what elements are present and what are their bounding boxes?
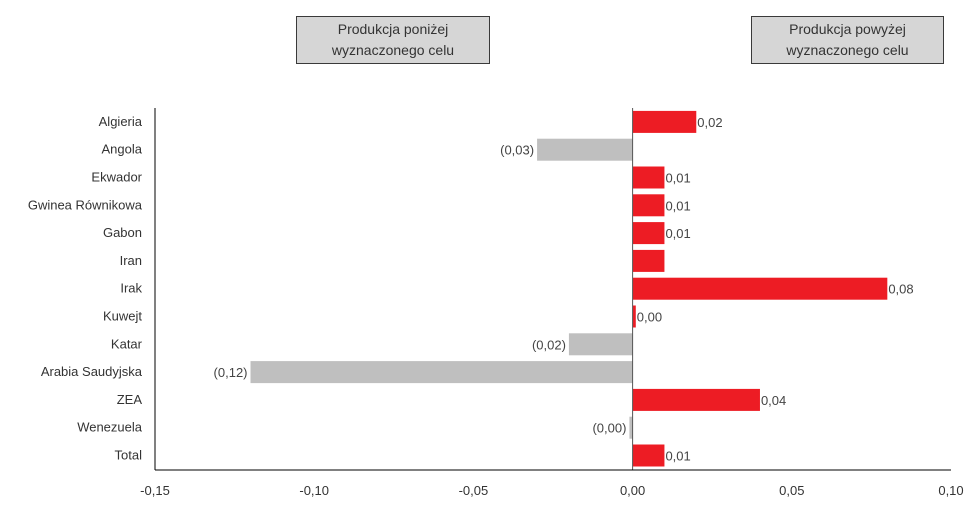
data-label: (0,02) <box>532 337 566 352</box>
data-label: 0,00 <box>637 310 662 325</box>
category-label: Kuwejt <box>103 309 142 324</box>
category-label: Arabia Saudyjska <box>41 364 143 379</box>
data-label: 0,02 <box>697 115 722 130</box>
data-label: 0,01 <box>665 449 690 464</box>
data-label: (0,12) <box>214 365 248 380</box>
category-label: Total <box>115 448 143 463</box>
data-label: 0,04 <box>761 393 786 408</box>
category-label: Irak <box>120 281 142 296</box>
category-label: Katar <box>111 336 143 351</box>
x-tick-label: 0,05 <box>779 483 804 498</box>
category-label: ZEA <box>117 392 143 407</box>
bar <box>632 166 665 189</box>
bar <box>537 138 633 161</box>
data-label: 0,08 <box>888 282 913 297</box>
bar <box>632 277 888 300</box>
x-tick-label: -0,15 <box>140 483 170 498</box>
category-label: Iran <box>120 253 142 268</box>
bar <box>632 194 665 217</box>
bar <box>568 333 633 356</box>
bar <box>632 388 760 411</box>
data-label: 0,01 <box>665 171 690 186</box>
category-label: Gwinea Równikowa <box>28 197 143 212</box>
category-label: Angola <box>102 142 143 157</box>
bar <box>632 249 665 272</box>
data-label: (0,00) <box>592 421 626 436</box>
bar <box>632 222 665 245</box>
x-tick-label: 0,10 <box>938 483 963 498</box>
legend-above-target: Produkcja powyżej wyznaczonego celu <box>751 16 944 64</box>
bar <box>632 444 665 467</box>
data-label: (0,03) <box>500 143 534 158</box>
bar <box>632 305 636 328</box>
data-label: 0,01 <box>665 226 690 241</box>
category-label: Wenezuela <box>77 420 143 435</box>
bar <box>629 416 633 439</box>
category-label: Gabon <box>103 225 142 240</box>
x-tick-label: 0,00 <box>620 483 645 498</box>
bar <box>632 110 697 133</box>
x-tick-label: -0,05 <box>459 483 489 498</box>
bar <box>250 361 633 384</box>
legend-above-label: Produkcja powyżej wyznaczonego celu <box>786 21 909 58</box>
legend-below-target: Produkcja poniżej wyznaczonego celu <box>296 16 490 64</box>
data-label: 0,01 <box>665 198 690 213</box>
legend-below-label: Produkcja poniżej wyznaczonego celu <box>331 21 455 58</box>
category-label: Algieria <box>99 114 143 129</box>
x-tick-label: -0,10 <box>299 483 329 498</box>
category-label: Ekwador <box>91 170 142 185</box>
